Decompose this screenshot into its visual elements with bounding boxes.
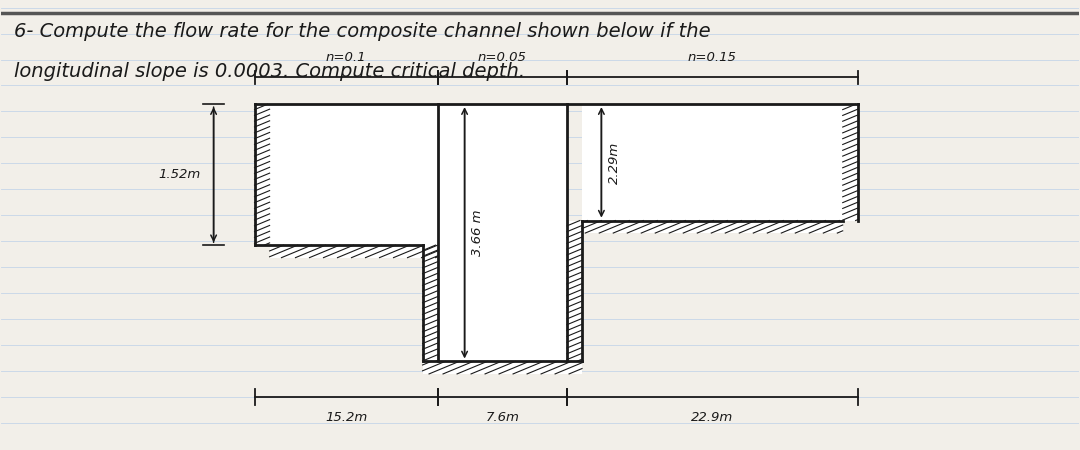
FancyBboxPatch shape xyxy=(422,361,582,374)
FancyBboxPatch shape xyxy=(255,104,270,245)
Text: 15.2m: 15.2m xyxy=(325,410,367,423)
FancyBboxPatch shape xyxy=(437,104,567,361)
FancyBboxPatch shape xyxy=(422,245,437,361)
FancyBboxPatch shape xyxy=(582,104,842,220)
Text: 1.52m: 1.52m xyxy=(159,168,201,181)
Text: 22.9m: 22.9m xyxy=(691,410,733,423)
FancyBboxPatch shape xyxy=(842,104,858,220)
Text: 2.29m: 2.29m xyxy=(608,141,621,184)
Text: 6- Compute the flow rate for the composite channel shown below if the: 6- Compute the flow rate for the composi… xyxy=(14,22,711,40)
Text: n=0.1: n=0.1 xyxy=(326,51,366,64)
FancyBboxPatch shape xyxy=(582,220,842,233)
Text: n=0.15: n=0.15 xyxy=(688,51,737,64)
Text: n=0.05: n=0.05 xyxy=(477,51,527,64)
Text: 3.66 m: 3.66 m xyxy=(471,210,484,256)
FancyBboxPatch shape xyxy=(270,104,437,245)
FancyBboxPatch shape xyxy=(270,245,437,258)
Text: 7.6m: 7.6m xyxy=(485,410,519,423)
FancyBboxPatch shape xyxy=(567,220,582,361)
Text: longitudinal slope is 0.0003. Compute critical depth.: longitudinal slope is 0.0003. Compute cr… xyxy=(14,62,526,81)
